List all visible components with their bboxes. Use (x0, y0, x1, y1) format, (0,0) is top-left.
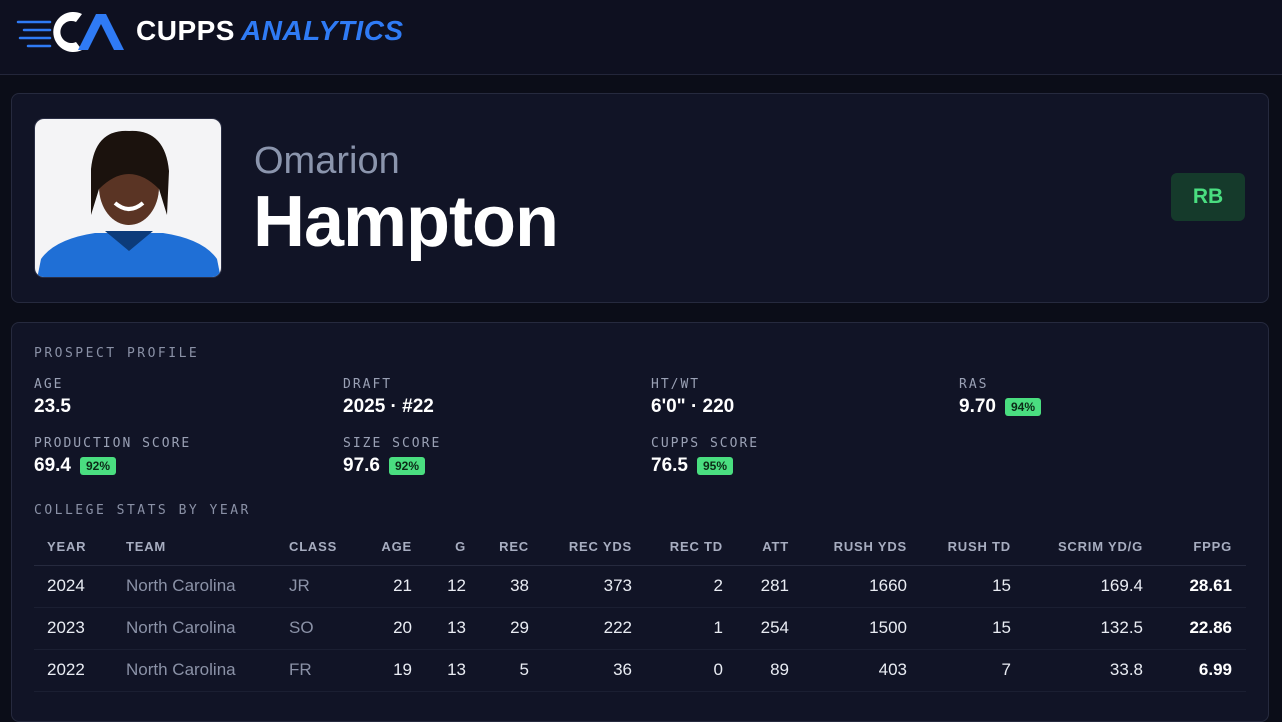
metric-label: CUPPS SCORE (651, 436, 760, 451)
column-header: CLASS (289, 539, 338, 554)
table-cell: 1500 (869, 618, 907, 637)
column-header: ATT (762, 539, 789, 554)
column-header: G (455, 539, 466, 554)
table-cell: 2022 (47, 660, 85, 679)
first-name: Omarion (254, 140, 400, 182)
table-cell: 222 (603, 618, 632, 637)
column-header: REC (499, 539, 529, 554)
column-header: FPPG (1193, 539, 1232, 554)
table-cell: 15 (992, 576, 1011, 595)
table-cell: 2024 (47, 576, 85, 595)
table-cell: 33.8 (1109, 660, 1143, 679)
table-cell: 132.5 (1100, 618, 1143, 637)
table-cell: 89 (770, 660, 789, 679)
table-cell: SO (289, 618, 314, 637)
metric-value: 2025 · #22 (343, 396, 434, 417)
table-cell: North Carolina (126, 618, 236, 637)
metric-value-row: 23.5 (34, 396, 71, 418)
table-cell: 1660 (869, 576, 907, 595)
table-cell: 13 (447, 660, 466, 679)
table-cell: 15 (992, 618, 1011, 637)
table-cell: 38 (510, 576, 529, 595)
row-rule (34, 649, 1246, 650)
section-title: PROSPECT PROFILE (34, 346, 200, 361)
table-cell: 5 (519, 660, 529, 679)
metric-value: 69.4 (34, 455, 71, 476)
column-header: AGE (381, 539, 412, 554)
metric-label: PRODUCTION SCORE (34, 436, 192, 451)
metric-value-row: 69.4 92% (34, 455, 117, 477)
table-cell: 403 (878, 660, 907, 679)
table-cell: 281 (760, 576, 789, 595)
table-cell: 22.86 (1189, 618, 1232, 637)
table-cell: 28.61 (1189, 576, 1232, 595)
table-cell: North Carolina (126, 576, 236, 595)
column-header: REC TD (669, 539, 723, 554)
column-header: RUSH TD (947, 539, 1011, 554)
table-cell: 373 (603, 576, 632, 595)
table-cell: North Carolina (126, 660, 236, 679)
metric-value: 9.70 (959, 396, 996, 417)
table-cell: 169.4 (1100, 576, 1143, 595)
table-cell: 1 (713, 618, 723, 637)
table-cell: JR (289, 576, 310, 595)
metric-value-row: 9.70 94% (959, 396, 1042, 418)
brand-second: ANALYTICS (240, 15, 404, 46)
table-cell: 36 (613, 660, 632, 679)
logo[interactable] (16, 6, 128, 58)
metric-label: HT/WT (651, 377, 701, 392)
column-header: SCRIM YD/G (1057, 539, 1143, 554)
metric-label: SIZE SCORE (343, 436, 442, 451)
table-cell: 7 (1001, 660, 1011, 679)
row-rule (34, 607, 1246, 608)
percentile-badge: 92% (79, 457, 117, 475)
table-cell: 13 (447, 618, 466, 637)
percentile-badge: 95% (696, 457, 734, 475)
metric-value-row: 6'0" · 220 (651, 396, 734, 418)
metric-label: RAS (959, 377, 989, 392)
column-header: REC YDS (568, 539, 632, 554)
metric-value-row: 2025 · #22 (343, 396, 434, 418)
player-photo (34, 118, 222, 278)
table-cell: 20 (393, 618, 412, 637)
metric-value: 23.5 (34, 396, 71, 417)
table-cell: 2 (713, 576, 723, 595)
brand-first: CUPPS (136, 15, 235, 46)
position-badge: RB (1171, 173, 1245, 221)
header-rule (34, 565, 1246, 566)
table-cell: 2023 (47, 618, 85, 637)
column-header: RUSH YDS (833, 539, 907, 554)
last-name: Hampton (253, 182, 559, 262)
table-cell: 19 (393, 660, 412, 679)
column-header: TEAM (126, 539, 167, 554)
metric-value: 76.5 (651, 455, 688, 476)
section-title: COLLEGE STATS BY YEAR (34, 503, 251, 518)
photo-illustration (35, 119, 221, 277)
table-cell: FR (289, 660, 312, 679)
table-cell: 21 (393, 576, 412, 595)
metric-value-row: 97.6 92% (343, 455, 426, 477)
table-cell: 0 (713, 660, 723, 679)
profile-card (11, 322, 1269, 722)
percentile-badge: 94% (1004, 398, 1042, 416)
column-header: YEAR (47, 539, 87, 554)
table-cell: 6.99 (1198, 660, 1232, 679)
table-cell: 29 (510, 618, 529, 637)
brand-name[interactable]: CUPPS ANALYTICS (136, 14, 404, 48)
metric-value-row: 76.5 95% (651, 455, 734, 477)
percentile-badge: 92% (388, 457, 426, 475)
metric-label: AGE (34, 377, 64, 392)
table-cell: 254 (760, 618, 789, 637)
top-bar: CUPPS ANALYTICS (0, 0, 1282, 75)
metric-label: DRAFT (343, 377, 393, 392)
table-cell: 12 (447, 576, 466, 595)
metric-value: 6'0" · 220 (651, 396, 735, 417)
metric-value: 97.6 (343, 455, 380, 476)
row-rule (34, 691, 1246, 692)
